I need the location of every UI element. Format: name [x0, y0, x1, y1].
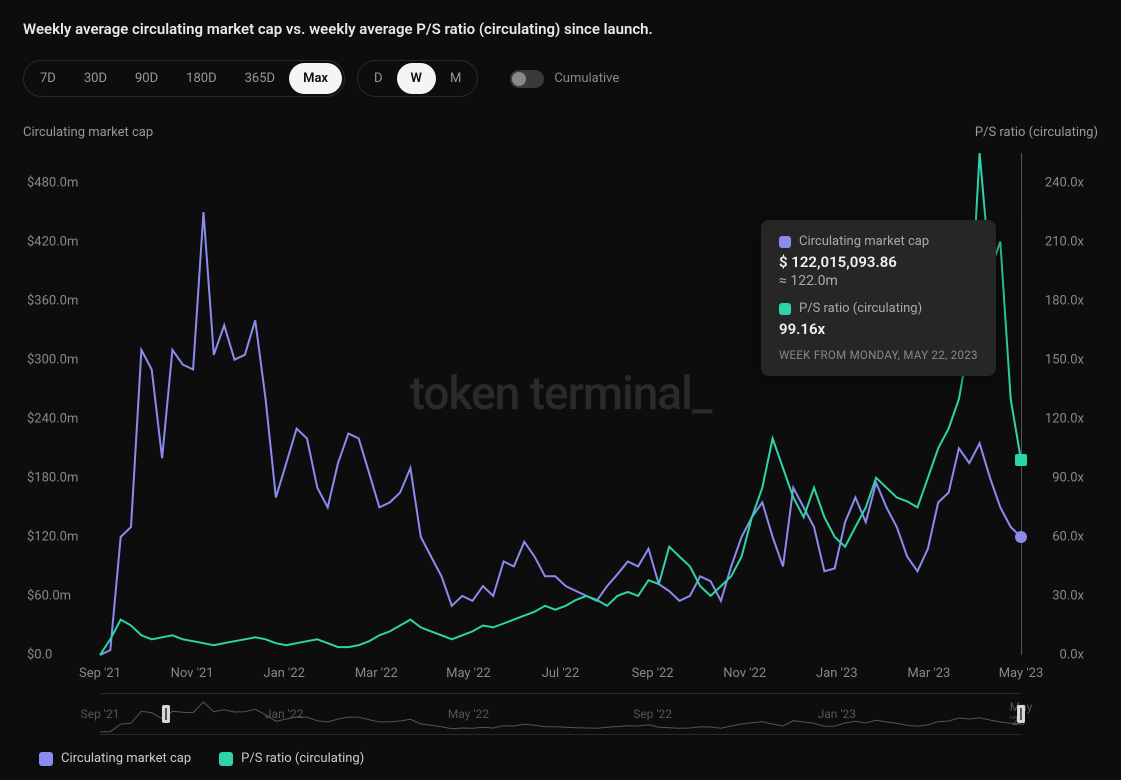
- brush-handle-left[interactable]: [162, 705, 170, 723]
- x-tick: Nov '22: [723, 666, 766, 681]
- brush-tick: Jan '23: [818, 707, 856, 721]
- legend-label: Circulating market cap: [61, 751, 191, 766]
- y-right-tick: 120.0x: [1045, 411, 1084, 426]
- y-left-tick: $300.0m: [27, 352, 78, 367]
- x-tick: Jan '23: [816, 666, 858, 681]
- y-left-tick: $120.0m: [27, 529, 78, 544]
- y-left-tick: $0.0: [27, 648, 52, 663]
- y-right-tick: 60.0x: [1052, 529, 1084, 544]
- tooltip-swatch-ps: [779, 303, 791, 315]
- brush-tick: May '22: [448, 707, 489, 721]
- brush-tick: Sep '22: [633, 707, 672, 721]
- hover-vertical-line: [1021, 153, 1022, 655]
- legend-item[interactable]: Circulating market cap: [39, 751, 191, 766]
- y-right-tick: 240.0x: [1045, 175, 1084, 190]
- x-tick: Mar '23: [907, 666, 950, 681]
- y-right-tick: 210.0x: [1045, 234, 1084, 249]
- interval-selector: DWM: [357, 60, 478, 97]
- x-tick: May '22: [446, 666, 491, 681]
- y-left-tick: $480.0m: [27, 175, 78, 190]
- y-axis-left-label: Circulating market cap: [23, 125, 153, 140]
- brush-line: [100, 702, 1021, 732]
- time-range-180d[interactable]: 180D: [172, 63, 230, 94]
- y-left-tick: $360.0m: [27, 293, 78, 308]
- tooltip-mcap-value: $ 122,015,093.86: [779, 253, 978, 271]
- hover-marker-mcap: [1015, 531, 1027, 543]
- time-range-30d[interactable]: 30D: [70, 63, 121, 94]
- x-tick: Jan '22: [263, 666, 305, 681]
- legend-swatch: [219, 752, 233, 766]
- tooltip-mcap-label: Circulating market cap: [799, 234, 929, 249]
- tooltip-mcap-approx: ≈ 122.0m: [779, 273, 978, 289]
- interval-m[interactable]: M: [436, 63, 475, 94]
- chart-title: Weekly average circulating market cap vs…: [15, 20, 1106, 38]
- time-range-max[interactable]: Max: [289, 63, 342, 94]
- x-tick: Nov '21: [171, 666, 214, 681]
- time-range-365d[interactable]: 365D: [231, 63, 289, 94]
- time-range-selector: 7D30D90D180D365DMax: [23, 60, 345, 97]
- brush-handle-right[interactable]: [1017, 705, 1025, 723]
- legend-swatch: [39, 752, 53, 766]
- tooltip-swatch-mcap: [779, 236, 791, 248]
- x-tick: Sep '21: [79, 666, 121, 681]
- y-right-tick: 30.0x: [1052, 588, 1084, 603]
- x-tick: Sep '22: [632, 666, 674, 681]
- x-tick: May '23: [999, 666, 1044, 681]
- hover-tooltip: Circulating market cap $ 122,015,093.86 …: [761, 220, 996, 376]
- brush-timeline[interactable]: Sep '21Jan '22May '22Sep '22Jan '23May '…: [15, 693, 1106, 735]
- y-right-tick: 0.0x: [1060, 648, 1085, 663]
- toggle-track[interactable]: [510, 70, 544, 88]
- time-range-90d[interactable]: 90D: [121, 63, 172, 94]
- cumulative-toggle[interactable]: Cumulative: [510, 70, 619, 88]
- y-left-tick: $180.0m: [27, 470, 78, 485]
- tooltip-ps-value: 99.16x: [779, 320, 978, 338]
- y-left-tick: $240.0m: [27, 411, 78, 426]
- brush-inner[interactable]: Sep '21Jan '22May '22Sep '22Jan '23May '…: [100, 693, 1021, 735]
- y-left-tick: $420.0m: [27, 234, 78, 249]
- x-tick: Jul '22: [542, 666, 580, 681]
- chart-legend: Circulating market cap P/S ratio (circula…: [15, 751, 1106, 766]
- tooltip-date: WEEK FROM MONDAY, MAY 22, 2023: [779, 348, 978, 362]
- time-range-7d[interactable]: 7D: [26, 63, 70, 94]
- y-axis-right-label: P/S ratio (circulating): [975, 125, 1098, 140]
- legend-item[interactable]: P/S ratio (circulating): [219, 751, 364, 766]
- y-left-tick: $60.0m: [27, 588, 71, 603]
- controls-row: 7D30D90D180D365DMax DWM Cumulative: [15, 60, 1106, 97]
- y-right-tick: 150.0x: [1045, 352, 1084, 367]
- toggle-label: Cumulative: [554, 71, 619, 86]
- brush-tick: Jan '22: [265, 707, 303, 721]
- y-right-tick: 90.0x: [1052, 470, 1084, 485]
- interval-d[interactable]: D: [360, 63, 397, 94]
- y-right-tick: 180.0x: [1045, 293, 1084, 308]
- tooltip-ps-label: P/S ratio (circulating): [799, 301, 922, 316]
- hover-marker-ps: [1015, 454, 1027, 466]
- legend-label: P/S ratio (circulating): [241, 751, 364, 766]
- toggle-thumb: [512, 72, 526, 86]
- interval-w[interactable]: W: [397, 63, 436, 94]
- main-chart[interactable]: Circulating market cap P/S ratio (circul…: [15, 125, 1106, 685]
- x-tick: Mar '22: [355, 666, 398, 681]
- brush-tick: Sep '21: [81, 707, 120, 721]
